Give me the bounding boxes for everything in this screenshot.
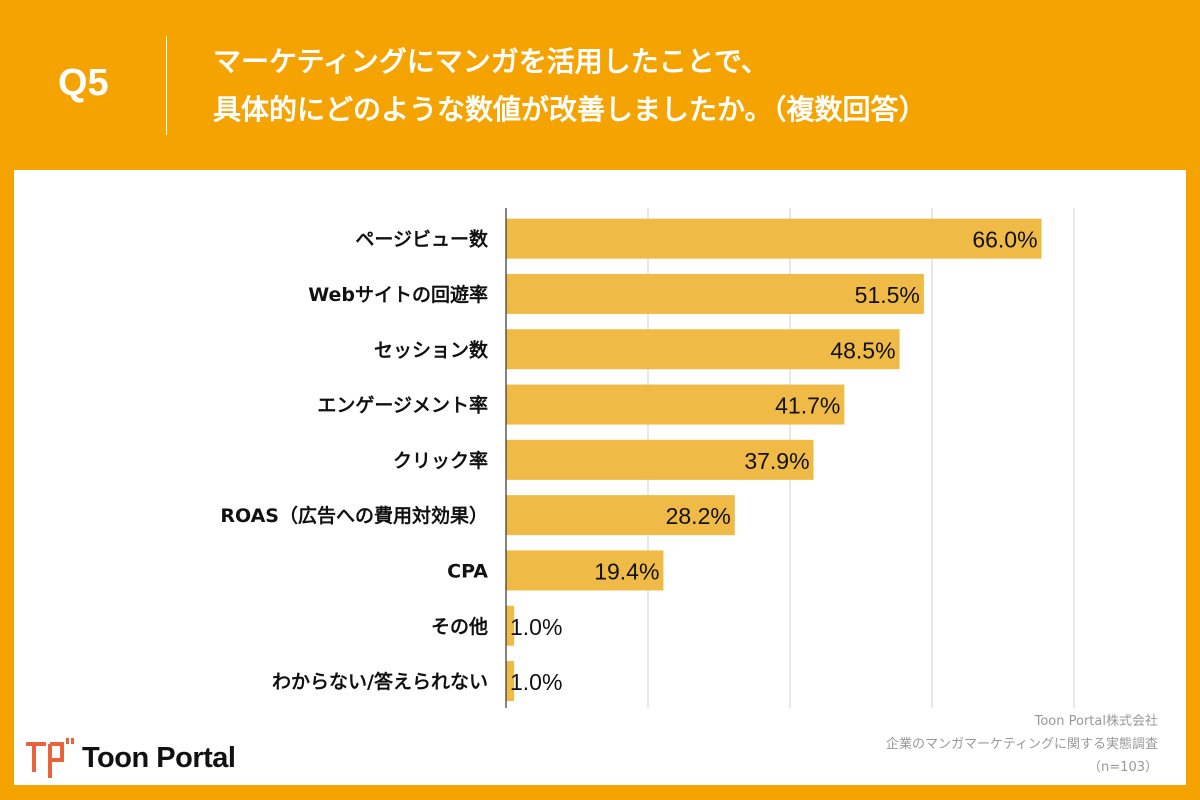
value-label: 1.0% — [510, 669, 562, 695]
bar — [506, 550, 664, 591]
bar — [506, 439, 814, 480]
bar — [506, 495, 735, 536]
source-survey: 企業のマンガマーケティングに関する実態調査 — [886, 737, 1158, 752]
title-line-2: 具体的にどのような数値が改善しましたか。（複数回答） — [213, 93, 927, 126]
value-label: 51.5% — [855, 282, 920, 308]
header-divider — [166, 36, 167, 135]
value-label: 19.4% — [594, 558, 659, 584]
value-label: 37.9% — [744, 448, 809, 474]
source-company: Toon Portal株式会社 — [1034, 714, 1158, 729]
logo-text: Toon Portal — [82, 741, 236, 774]
category-label: セッション数 — [374, 338, 489, 361]
bar — [506, 605, 515, 646]
category-label: わからない/答えられない — [272, 670, 488, 693]
bar — [506, 384, 845, 425]
category-label: クリック率 — [393, 449, 488, 472]
sample-size: （n=103） — [1088, 760, 1158, 775]
value-label: 66.0% — [972, 227, 1037, 253]
value-label: 1.0% — [510, 614, 562, 640]
bar — [506, 218, 1042, 259]
value-label: 28.2% — [666, 503, 731, 529]
category-label: エンゲージメント率 — [317, 394, 488, 417]
category-label: CPA — [447, 560, 488, 582]
category-label: Webサイトの回遊率 — [308, 283, 488, 306]
category-label: ROAS（広告への費用対効果） — [220, 504, 488, 527]
source-note: Toon Portal株式会社 企業のマンガマーケティングに関する実態調査 （n… — [886, 710, 1158, 779]
title-line-1: マーケティングにマンガを活用したことで、 — [213, 45, 769, 78]
question-title: マーケティングにマンガを活用したことで、 具体的にどのような数値が改善しましたか… — [213, 38, 926, 134]
category-label: ページビュー数 — [355, 228, 489, 251]
value-label: 48.5% — [830, 337, 895, 363]
question-number: Q5 — [58, 62, 109, 104]
logo-mark-icon — [26, 738, 74, 778]
bar — [506, 329, 900, 370]
category-label: その他 — [431, 615, 488, 638]
bar — [506, 661, 515, 702]
bar — [506, 273, 924, 314]
value-label: 41.7% — [775, 393, 840, 419]
toon-portal-logo: Toon Portal — [24, 736, 236, 780]
